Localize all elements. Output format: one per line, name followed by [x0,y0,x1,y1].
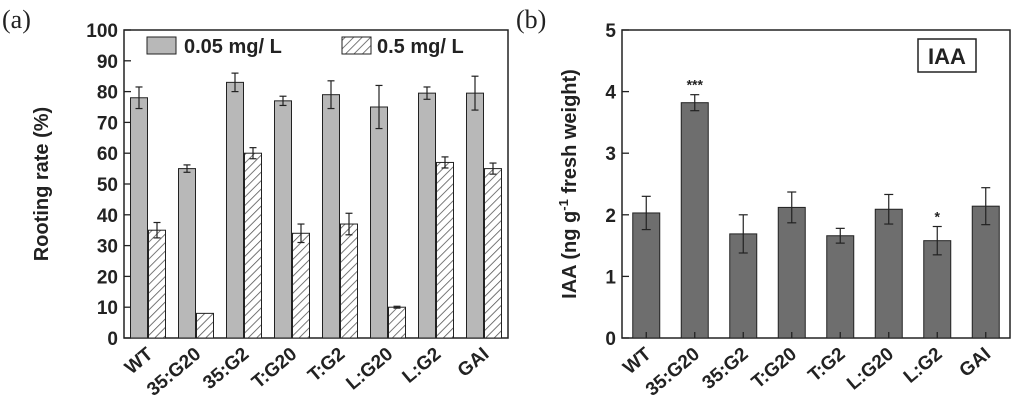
a-y-tick-label: 30 [97,237,118,258]
a-y-tick-label: 20 [97,267,118,288]
bar-high-T:G2 [340,223,358,339]
ylabel-part: fresh weight) [559,69,581,199]
a-x-tick-label: T:G2 [304,344,349,387]
a-y-axis-label: Rooting rate (%) [31,107,53,261]
b-y-tick-label: 1 [605,267,616,288]
a-y-tick-label: 70 [97,113,118,134]
legend-swatch-hatched [341,36,372,55]
bar-iaa-GAI [971,205,1000,339]
a-x-tick-label: WT [121,343,157,378]
significance-mark: *** [687,77,704,93]
bar-iaa-35:G20 [680,102,709,339]
bar-high-T:G20 [292,232,310,339]
bar-high-L:G2 [436,161,454,339]
a-y-tick-label: 10 [97,298,118,319]
bar-low-L:G2 [418,92,436,339]
b-plot-frame [621,29,1011,339]
a-y-tick-label: 50 [97,175,118,196]
b-y-tick-label: 4 [605,83,616,104]
b-y-axis-label: IAA (ng g-1 fresh weight) [556,69,581,299]
bar-low-WT [130,97,148,339]
b-x-tick-label: GAI [956,344,995,382]
bar-iaa-T:G2 [826,235,855,339]
inset-label-box [917,38,977,73]
b-x-tick-label: WT [619,343,655,378]
bar-iaa-WT [632,212,661,339]
inset-label: IAA [928,44,966,69]
a-x-tick-label: 35:G2 [199,344,253,394]
bar-high-35:G2 [244,152,262,339]
legend-swatch-solid [146,36,177,55]
bar-low-L:G20 [370,106,388,339]
b-x-tick-label: L:G2 [900,344,947,388]
bar-high-GAI [484,168,502,339]
b-y-tick-label: 0 [605,329,616,350]
b-x-tick-label: T:G2 [804,344,849,387]
b-x-tick-label: T:G20 [748,344,801,393]
panel-label-b: (b) [516,5,546,34]
ylabel-part: IAA (ng g [559,211,581,299]
b-y-tick-label: 5 [605,21,616,42]
bar-high-L:G20 [388,306,406,339]
legend-label-low: 0.05 mg/ L [184,36,282,58]
b-x-tick-label: 35:G2 [699,344,753,394]
bar-high-WT [148,229,166,339]
bar-low-GAI [466,92,484,339]
a-y-tick-label: 60 [97,144,118,165]
b-y-tick-label: 3 [605,144,616,165]
ylabel-superscript: -1 [556,199,571,211]
a-y-tick-label: 100 [86,21,118,42]
a-x-tick-label: L:G20 [342,344,397,395]
b-x-tick-label: 35:G20 [642,344,704,401]
bar-iaa-L:G20 [874,208,903,339]
panel-label-a: (a) [2,5,31,34]
a-y-tick-label: 80 [97,83,118,104]
bar-high-35:G20 [196,312,214,339]
a-x-tick-label: T:G20 [248,344,301,393]
b-x-tick-label: L:G20 [843,344,898,395]
bar-low-35:G20 [178,168,196,339]
legend-label-high: 0.5 mg/ L [377,36,464,58]
bar-low-T:G20 [274,100,292,339]
a-x-tick-label: L:G2 [399,344,446,388]
a-y-tick-label: 90 [97,52,118,73]
significance-mark: * [935,209,941,225]
bar-iaa-L:G2 [923,240,952,339]
bar-iaa-T:G20 [777,206,806,339]
b-y-tick-label: 2 [605,206,616,227]
a-x-tick-label: 35:G20 [143,344,205,401]
panel-a: 0102030405060708090100WT35:G2035:G2T:G20… [31,21,509,401]
bar-low-35:G2 [226,81,244,339]
bar-low-T:G2 [322,94,340,339]
a-y-tick-label: 40 [97,206,118,227]
a-x-tick-label: GAI [454,344,493,382]
a-y-tick-label: 0 [107,329,118,350]
